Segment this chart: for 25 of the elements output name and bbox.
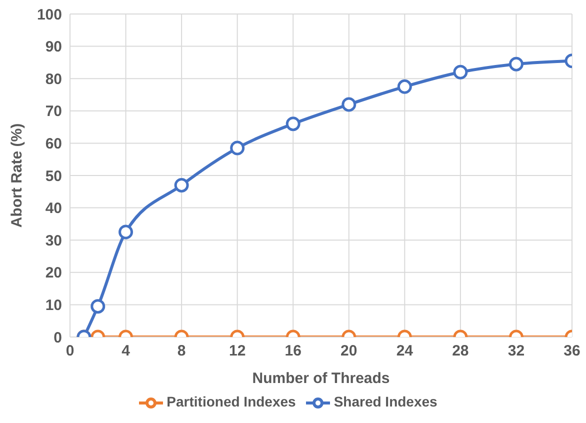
x-tick-label: 0 bbox=[66, 342, 74, 360]
x-tick-label: 20 bbox=[340, 342, 358, 360]
y-axis-title: Abort Rate (%) bbox=[8, 123, 26, 228]
x-tick-label: 12 bbox=[228, 342, 246, 360]
y-tick-label: 0 bbox=[54, 329, 62, 346]
y-tick-label: 70 bbox=[45, 103, 62, 120]
legend-label: Partitioned Indexes bbox=[166, 394, 296, 410]
x-axis-title: Number of Threads bbox=[252, 370, 390, 387]
y-tick-label: 80 bbox=[45, 70, 62, 88]
x-tick-label: 24 bbox=[396, 342, 414, 360]
y-tick-label: 90 bbox=[45, 38, 62, 56]
y-tick-label: 20 bbox=[45, 264, 62, 282]
x-tick-label: 4 bbox=[122, 342, 131, 360]
x-tick-label: 8 bbox=[177, 342, 186, 360]
y-tick-label: 10 bbox=[45, 297, 62, 314]
x-tick-label: 36 bbox=[564, 342, 580, 360]
x-tick-label: 32 bbox=[508, 342, 525, 360]
y-tick-label: 100 bbox=[36, 6, 62, 24]
y-tick-label: 40 bbox=[45, 200, 62, 218]
y-tick-label: 30 bbox=[45, 232, 62, 250]
x-tick-label: 28 bbox=[452, 342, 469, 360]
y-tick-label: 50 bbox=[45, 168, 62, 185]
y-tick-label: 60 bbox=[45, 136, 62, 153]
x-tick-label: 16 bbox=[284, 342, 302, 360]
legend-label: Shared Indexes bbox=[334, 394, 438, 410]
